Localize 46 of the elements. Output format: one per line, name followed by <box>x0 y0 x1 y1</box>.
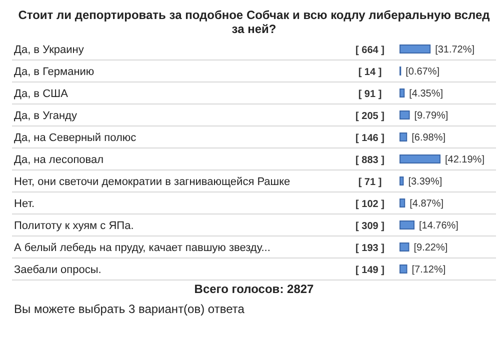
text: [ 883 ] <box>356 155 384 166</box>
data-label: [9.79%] <box>414 110 448 122</box>
y-tick-label: Заебали опросы. <box>14 264 102 276</box>
text: [ 102 ] <box>356 199 384 210</box>
y-tick-label: Да, в США <box>14 88 69 100</box>
y-tick-label: Нет. <box>14 198 35 210</box>
bar <box>400 154 440 164</box>
bar <box>400 198 406 208</box>
bar <box>400 44 431 54</box>
y-tick-label: Политоту к хуям с ЯПа. <box>14 220 134 232</box>
bar <box>400 176 404 186</box>
text: Стоит ли депортировать за подобное Собчак и всю кодлу либеральную вслед за ней? <box>17 8 491 38</box>
text: [ 205 ] <box>356 111 384 122</box>
data-label: [0.67%] <box>406 66 440 78</box>
text: [ 146 ] <box>356 133 384 144</box>
data-label: [6.98%] <box>412 132 446 144</box>
data-label: [7.12%] <box>412 264 446 276</box>
y-tick-label: Да, в Германию <box>14 66 94 78</box>
bar <box>400 242 410 252</box>
text: [ 149 ] <box>356 265 384 276</box>
data-label: [3.39%] <box>408 176 442 188</box>
y-tick-label: Да, на Северный полюс <box>14 132 137 144</box>
y-tick-label: А белый лебедь на пруду, качает павшую звезду... <box>14 242 270 254</box>
y-tick-label: Да, на лесоповал <box>14 154 104 166</box>
data-label: [4.87%] <box>410 198 444 210</box>
data-label: [14.76%] <box>418 220 459 232</box>
text: [ 193 ] <box>356 243 384 254</box>
data-label: [31.72%] <box>435 44 475 56</box>
bar <box>400 132 408 142</box>
y-tick-label: Да, в Украину <box>14 44 84 56</box>
bar <box>400 220 414 230</box>
data-label: [42.19%] <box>445 154 485 166</box>
bar <box>400 88 405 98</box>
bar <box>400 110 410 120</box>
text: Вы можете выбрать 3 вариант(ов) ответа <box>13 302 246 316</box>
bar <box>400 264 408 274</box>
text: [ 664 ] <box>356 45 384 56</box>
data-label: [9.22%] <box>414 242 448 254</box>
text: [ 91 ] <box>358 89 382 100</box>
y-tick-label: Да, в Уганду <box>14 110 78 122</box>
data-label: [4.35%] <box>409 88 444 100</box>
text: [ 14 ] <box>358 67 382 78</box>
y-tick-label: Нет, они светочи демократии в загнивающейся Рашке <box>14 176 290 188</box>
text: [ 71 ] <box>358 177 382 188</box>
text: [ 309 ] <box>356 221 384 232</box>
text: Всего голосов: 2827 <box>193 282 315 296</box>
